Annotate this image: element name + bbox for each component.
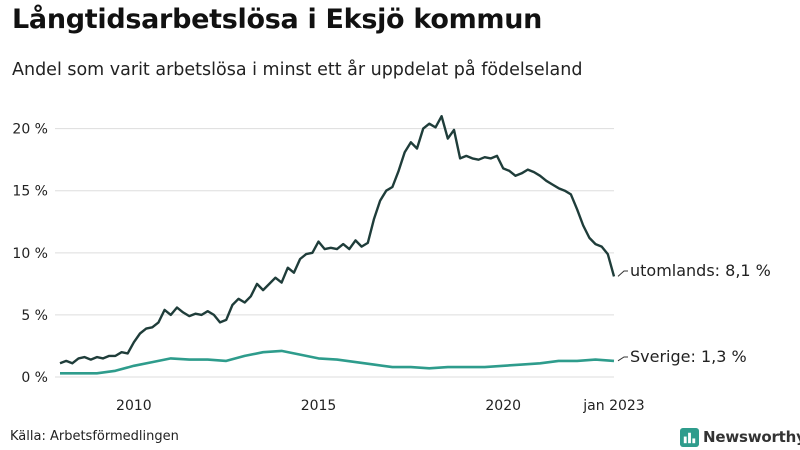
chart-subtitle: Andel som varit arbetslösa i minst ett å… (12, 60, 583, 80)
y-tick-label: 5 % (21, 308, 48, 324)
x-tick-label: 2015 (301, 398, 337, 414)
end-label-Sverige: Sverige: 1,3 % (630, 347, 747, 366)
source-note: Källa: Arbetsförmedlingen (10, 429, 179, 444)
series-line-utomlands (59, 115, 616, 365)
brand-logo: Newsworthy (680, 427, 800, 447)
y-tick-label: 0 % (21, 370, 48, 386)
x-tick-label: 2010 (116, 398, 152, 414)
end-label-leader (617, 270, 628, 277)
end-label-leader (617, 356, 628, 362)
y-tick-label: 20 % (12, 122, 48, 138)
brand-name: Newsworthy (703, 428, 800, 446)
series-line-Sverige (60, 349, 615, 375)
x-tick-label: 2020 (485, 398, 521, 414)
chart-title: Långtidsarbetslösa i Eksjö kommun (12, 4, 543, 35)
bar-chart-icon (680, 427, 699, 447)
x-tick-label: jan 2023 (582, 398, 644, 414)
y-tick-label: 10 % (12, 246, 48, 262)
y-tick-label: 15 % (12, 184, 48, 200)
end-label-utomlands: utomlands: 8,1 % (630, 261, 771, 280)
